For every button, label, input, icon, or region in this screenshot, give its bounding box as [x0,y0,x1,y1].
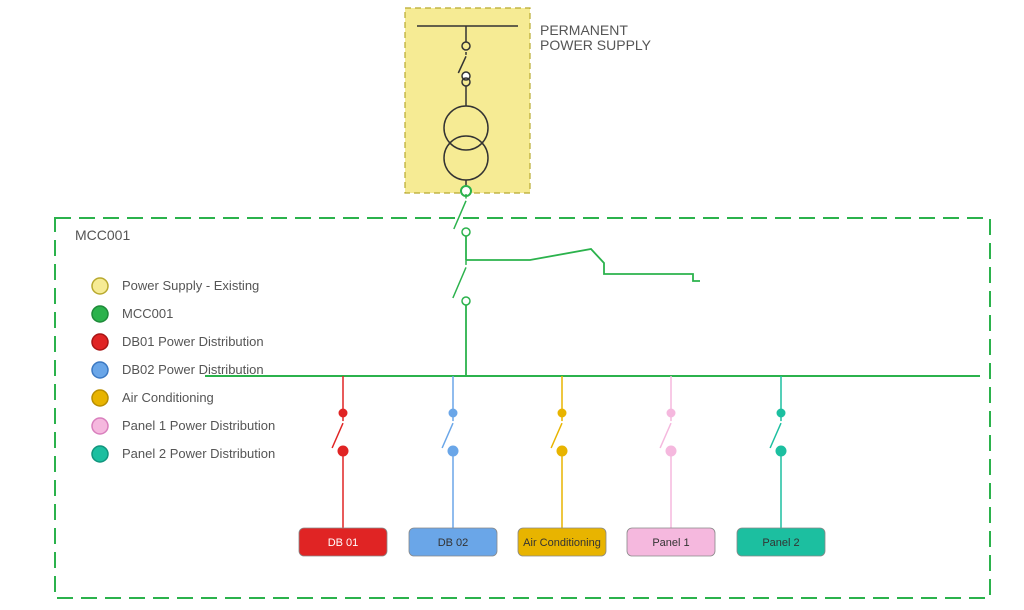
branch-label-panel2: Panel 2 [762,537,799,549]
legend-swatch-db01 [92,334,108,350]
branch-label-aircon: Air Conditioning [523,537,601,549]
legend-label-panel1: Panel 1 Power Distribution [122,418,275,433]
legend-swatch-panel1 [92,418,108,434]
branch-aircon: Air Conditioning [518,376,606,556]
legend-label-mcc: MCC001 [122,306,173,321]
legend-swatch-aircon [92,390,108,406]
branch-panel2: Panel 2 [737,376,825,556]
branch-db01: DB 01 [299,376,387,556]
mcc-main [205,194,980,376]
branch-label-db02: DB 02 [438,537,469,549]
branch-db02: DB 02 [409,376,497,556]
legend: Power Supply - Existing MCC001 DB01 Power … [92,278,275,462]
legend-swatch-mcc [92,306,108,322]
branch-label-panel1: Panel 1 [652,537,689,549]
legend-swatch-db02 [92,362,108,378]
legend-label-db02: DB02 Power Distribution [122,362,264,377]
single-line-diagram: MCC001 PERMANENTPOWER SUPPLY DB 01 DB 02 Air… [0,0,1024,610]
power-supply-label-2: POWER SUPPLY [540,37,652,53]
legend-swatch-supply [92,278,108,294]
legend-swatch-panel2 [92,446,108,462]
mcc-panel-title: MCC001 [75,227,130,243]
branch-panel1: Panel 1 [627,376,715,556]
legend-label-aircon: Air Conditioning [122,390,214,405]
legend-label-db01: DB01 Power Distribution [122,334,264,349]
legend-label-panel2: Panel 2 Power Distribution [122,446,275,461]
power-supply-block: PERMANENTPOWER SUPPLY [405,8,652,193]
branch-label-db01: DB 01 [328,537,359,549]
legend-label-supply: Power Supply - Existing [122,278,259,293]
power-supply-label-1: PERMANENT [540,22,628,38]
